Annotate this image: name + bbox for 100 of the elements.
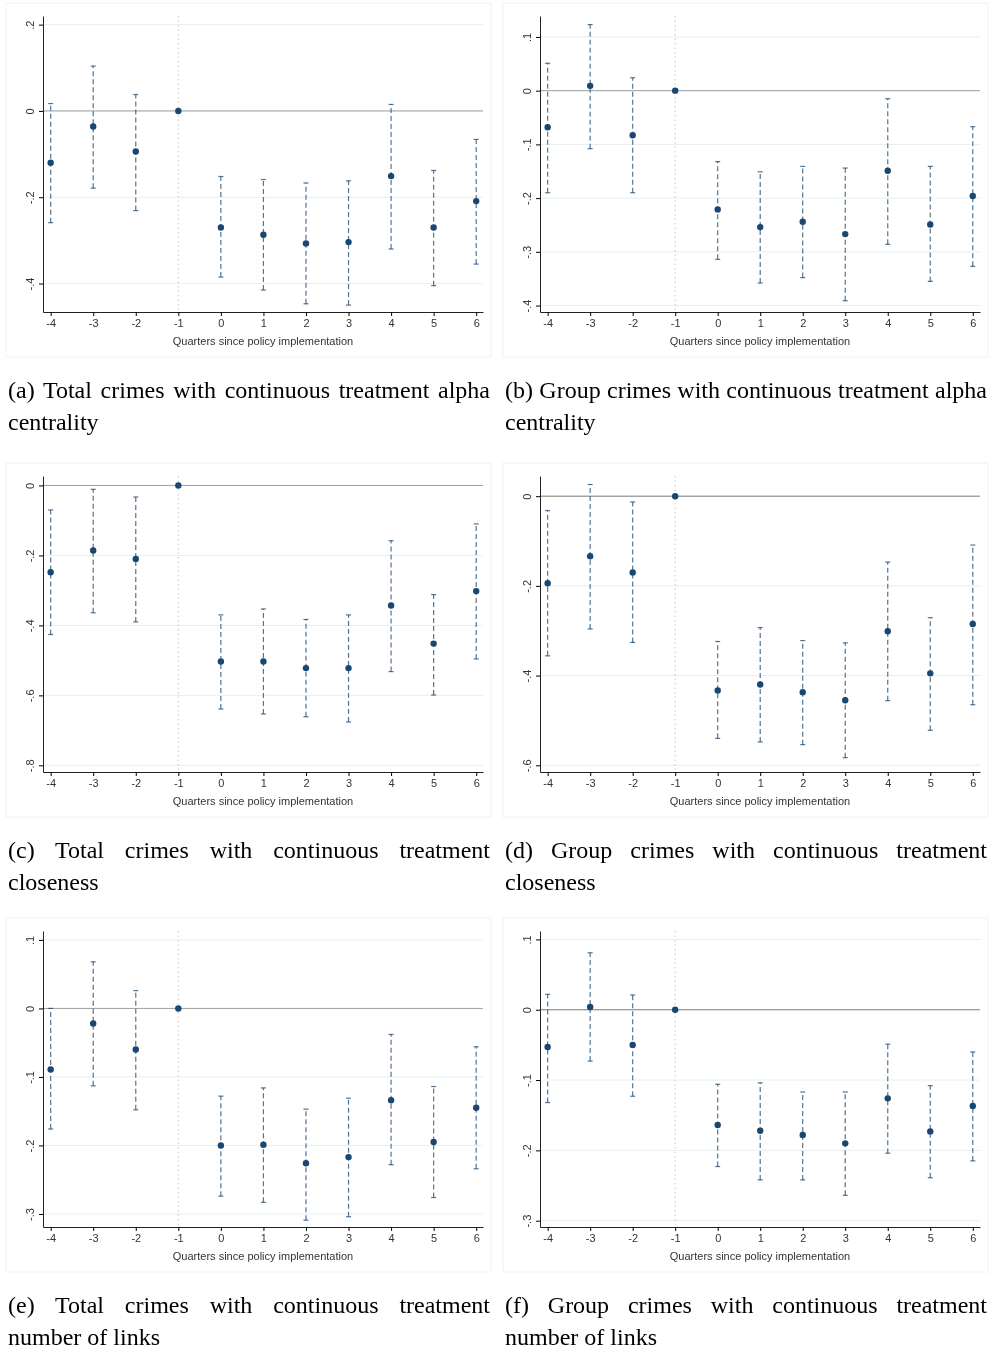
- x-tick-label: 6: [970, 1231, 977, 1244]
- x-tick-label: 6: [970, 776, 977, 789]
- point: [799, 218, 806, 225]
- text: (d) Group crimes with continuous treatment closeness: [505, 836, 987, 897]
- x-tick-label: -1: [670, 1231, 681, 1244]
- y-tick-label: .1: [520, 935, 533, 945]
- x-axis-title: Quarters since policy implementation: [669, 335, 851, 347]
- point: [387, 602, 395, 609]
- y-tick-label: -.4: [23, 619, 36, 633]
- x-tick-label: 4: [388, 316, 395, 329]
- x-tick-label: 4: [885, 316, 892, 329]
- point: [260, 658, 267, 665]
- x-tick-label: 6: [473, 316, 480, 329]
- x-tick-label: -4: [543, 1231, 554, 1244]
- point: [544, 1043, 551, 1051]
- point: [345, 1153, 352, 1161]
- point: [969, 620, 976, 628]
- point: [47, 569, 54, 576]
- point: [544, 124, 551, 131]
- x-tick-label: 4: [885, 1231, 892, 1244]
- y-tick-label: -.3: [23, 1208, 36, 1221]
- x-tick-label: 2: [800, 316, 807, 329]
- point: [345, 664, 352, 672]
- x-tick-label: 3: [842, 776, 849, 789]
- point: [217, 658, 225, 665]
- point: [757, 1127, 764, 1134]
- y-tick-label: -.4: [520, 299, 533, 313]
- x-tick-label: 0: [218, 776, 225, 789]
- x-tick-label: 2: [800, 1231, 807, 1244]
- point: [714, 1121, 721, 1129]
- point: [430, 224, 437, 231]
- y-tick-label: -.2: [520, 192, 533, 206]
- point: [387, 172, 395, 180]
- y-tick-label: .1: [520, 32, 533, 43]
- y-tick-label: -.2: [520, 1144, 533, 1158]
- point: [472, 197, 480, 205]
- x-tick-label: 0: [218, 1231, 225, 1244]
- x-tick-label: -2: [628, 776, 639, 789]
- x-tick-label: 1: [260, 316, 267, 329]
- x-tick-label: -1: [173, 776, 184, 789]
- x-tick-label: 5: [927, 316, 934, 329]
- x-tick-label: 0: [715, 316, 722, 329]
- point: [586, 553, 594, 560]
- x-tick-label: 4: [388, 1231, 395, 1244]
- point: [302, 664, 310, 672]
- x-tick-label: -2: [131, 1231, 142, 1244]
- y-tick-label: 0: [520, 88, 533, 95]
- y-tick-label: 0: [23, 1005, 36, 1012]
- point: [969, 1102, 976, 1110]
- point: [586, 1003, 594, 1011]
- x-tick-label: -4: [46, 776, 57, 789]
- y-tick-label: -.3: [520, 245, 533, 259]
- x-tick-label: 3: [345, 776, 353, 789]
- x-tick-label: -2: [628, 1231, 639, 1244]
- x-tick-label: 3: [842, 1231, 849, 1244]
- point: [842, 697, 849, 704]
- point: [671, 1006, 679, 1013]
- x-tick-label: 1: [757, 776, 764, 789]
- text: (c) Total crimes with continuous treatment closeness: [8, 836, 490, 897]
- point: [757, 681, 764, 688]
- x-tick-label: 1: [757, 316, 764, 329]
- y-tick-label: -.1: [23, 1071, 36, 1084]
- point: [927, 1128, 934, 1135]
- x-tick-label: 0: [218, 316, 225, 329]
- x-tick-label: 6: [473, 1231, 480, 1244]
- point: [799, 688, 806, 696]
- point: [132, 148, 139, 155]
- point: [586, 82, 594, 90]
- point: [629, 569, 636, 576]
- point: [544, 579, 551, 587]
- point: [175, 1005, 182, 1012]
- y-tick-label: -.3: [520, 1214, 533, 1228]
- point: [260, 1141, 267, 1148]
- y-tick-label: -.2: [23, 191, 36, 205]
- text: (f) Group crimes with continuous treatment number of links: [505, 1291, 987, 1352]
- x-tick-label: 5: [431, 776, 438, 789]
- point: [132, 1046, 139, 1053]
- point: [629, 132, 636, 139]
- x-tick-label: -3: [88, 1231, 99, 1244]
- point: [842, 230, 849, 238]
- point: [757, 223, 764, 231]
- point: [884, 1095, 891, 1102]
- x-tick-label: 0: [715, 1231, 722, 1244]
- x-axis-title: Quarters since policy implementation: [669, 1250, 851, 1262]
- x-axis-title: Quarters since policy implementation: [172, 1250, 354, 1262]
- point: [430, 640, 437, 647]
- x-tick-label: 4: [885, 776, 892, 789]
- x-tick-label: 3: [345, 1231, 353, 1244]
- x-tick-label: -3: [585, 1231, 596, 1244]
- x-tick-label: -1: [173, 316, 184, 329]
- point: [969, 192, 976, 200]
- x-tick-label: 3: [345, 316, 353, 329]
- x-tick-label: -4: [543, 316, 554, 329]
- x-tick-label: 3: [842, 316, 849, 329]
- x-axis-title: Quarters since policy implementation: [669, 795, 851, 807]
- point: [302, 1160, 310, 1167]
- x-tick-label: -3: [88, 776, 99, 789]
- text: (b) Group crimes with continuous treatment alpha centrality: [505, 376, 987, 437]
- point: [884, 627, 891, 635]
- x-tick-label: 2: [800, 776, 807, 789]
